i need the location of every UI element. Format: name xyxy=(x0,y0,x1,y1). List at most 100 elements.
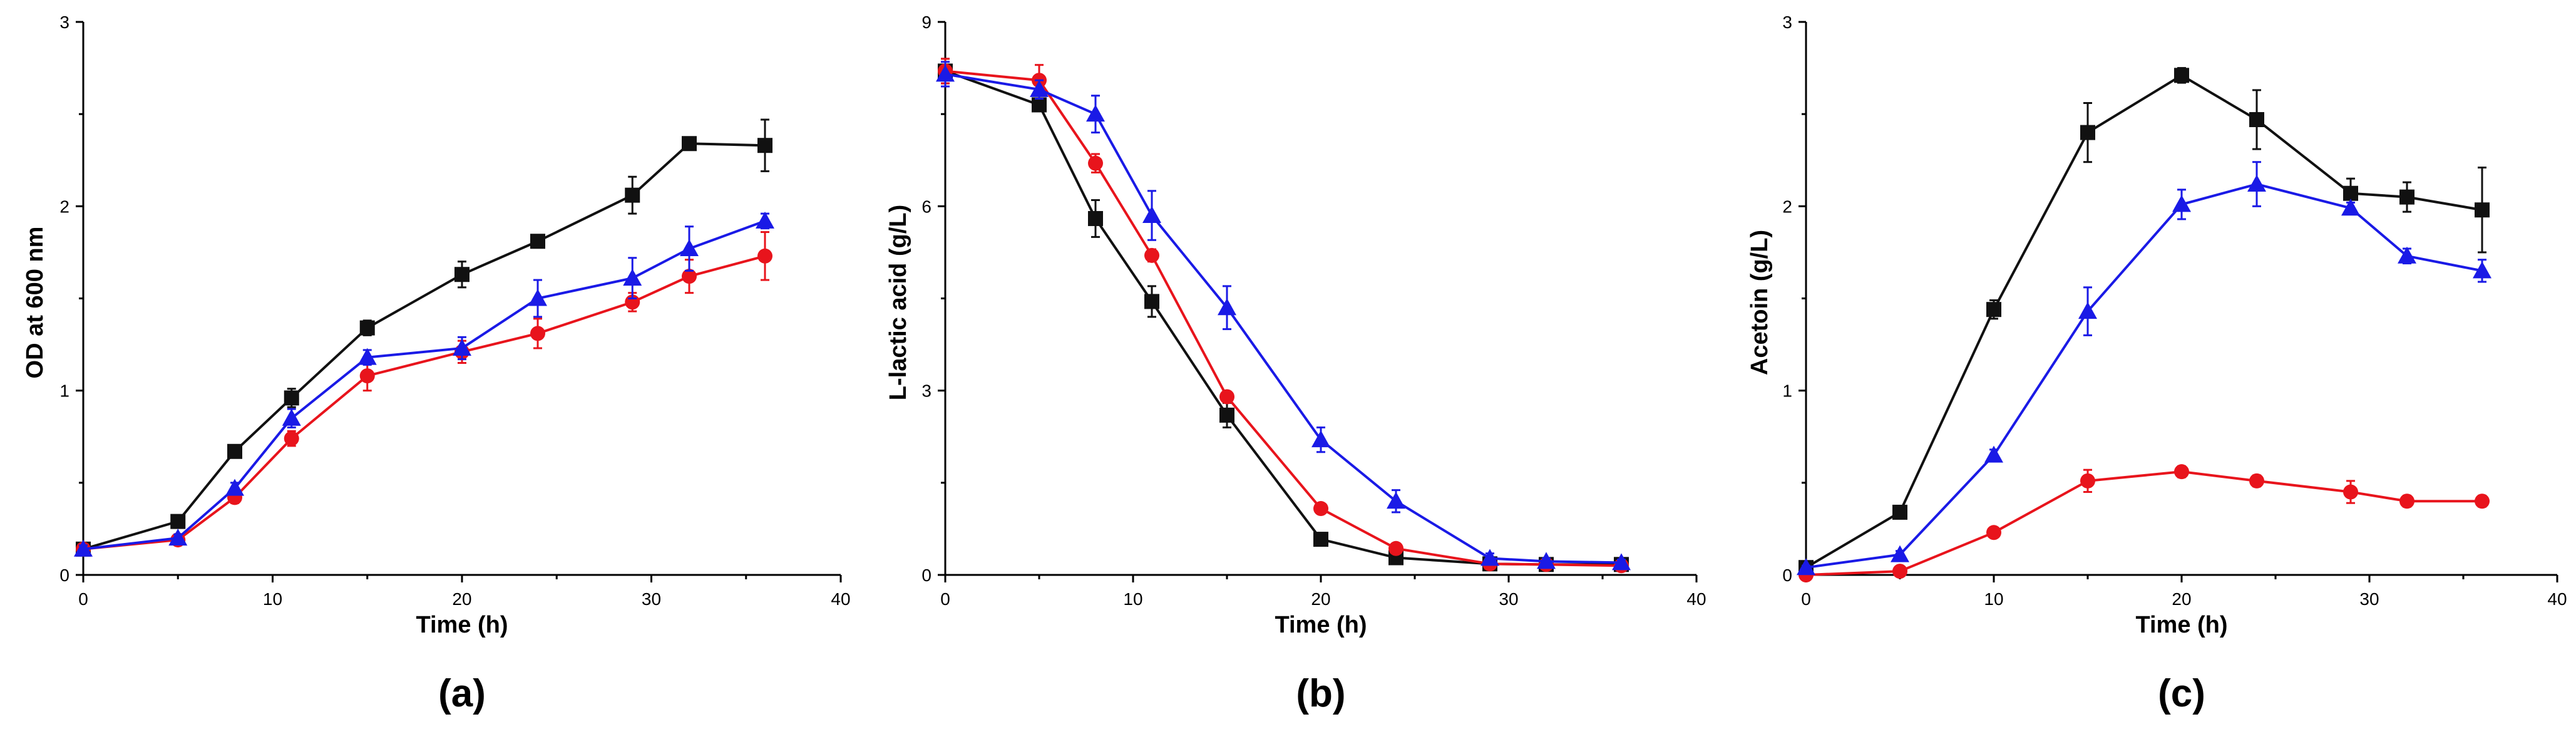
series-line-red xyxy=(945,70,1622,567)
panel-c-series-blue xyxy=(1797,161,2491,576)
panel-a-y-tick-label: 3 xyxy=(59,13,69,32)
panel-c-x-tick-label: 30 xyxy=(2359,589,2379,609)
data-point-blue-triangle xyxy=(168,529,188,546)
panel-b-x-tick-label: 10 xyxy=(1123,589,1142,609)
data-point-blue-triangle xyxy=(680,239,699,257)
data-point-black-square xyxy=(1892,504,1907,520)
series-line-blue xyxy=(945,73,1622,564)
panel-b-x-tick-label: 20 xyxy=(1311,589,1330,609)
data-point-blue-triangle xyxy=(1086,105,1105,122)
panel-c-x-tick-label: 20 xyxy=(2172,589,2191,609)
panel-b-y-tick-label: 6 xyxy=(921,197,931,216)
data-point-black-square xyxy=(170,514,186,529)
data-point-blue-triangle xyxy=(528,289,547,306)
data-point-black-square xyxy=(682,136,697,152)
panel-a-label: (a) xyxy=(438,672,486,715)
data-point-blue-triangle xyxy=(453,338,471,356)
data-point-blue-triangle xyxy=(1891,545,1909,562)
data-point-black-square xyxy=(1219,407,1234,423)
data-point-black-square xyxy=(454,267,470,282)
panel-a-x-axis-title: Time (h) xyxy=(416,612,508,638)
panel-b-x-tick-label: 40 xyxy=(1686,589,1706,609)
panel-c-label: (c) xyxy=(2158,672,2205,715)
data-point-red-circle xyxy=(1313,501,1328,517)
panel-b-series-red xyxy=(938,58,1629,574)
series-line-black xyxy=(1805,74,2483,569)
data-point-blue-triangle xyxy=(1480,549,1499,566)
data-point-blue-triangle xyxy=(2473,261,2491,279)
panel-a-x-tick-label: 40 xyxy=(831,589,850,609)
panel-b-series-black xyxy=(938,58,1629,572)
data-point-red-circle xyxy=(1986,525,2001,540)
data-point-red-circle xyxy=(682,269,697,284)
data-point-blue-triangle xyxy=(2398,246,2416,264)
data-point-black-square xyxy=(2475,202,2490,218)
panel-b-label: (b) xyxy=(1296,672,1345,715)
panel-c-y-tick-label: 2 xyxy=(1782,197,1792,216)
panel-a-y-axis-title: OD at 600 nm xyxy=(22,227,48,379)
data-point-black-square xyxy=(2249,111,2264,127)
panel-b-x-tick-label: 30 xyxy=(1499,589,1518,609)
panel-b-y-tick-label: 9 xyxy=(921,13,931,32)
panel-b-series-blue xyxy=(936,61,1631,571)
data-point-red-circle xyxy=(1144,247,1159,263)
data-point-black-square xyxy=(2174,68,2189,83)
data-point-red-circle xyxy=(1219,389,1234,405)
panel-c-acetoin: Acetoin (g/L) Time (h) (c) 0 10 20 30 40 0 1 2 3 xyxy=(1747,13,2567,715)
data-point-blue-triangle xyxy=(1142,206,1161,224)
data-point-blue-triangle xyxy=(2172,195,2191,212)
data-point-red-circle xyxy=(2343,484,2358,500)
data-point-black-square xyxy=(284,390,299,406)
data-point-blue-triangle xyxy=(1984,445,2003,463)
panel-b-y-tick-label: 0 xyxy=(921,566,931,585)
series-line-blue xyxy=(83,220,766,550)
data-point-black-square xyxy=(1144,294,1159,309)
data-point-black-square xyxy=(2399,189,2414,205)
panel-c-x-axis-title: Time (h) xyxy=(2135,612,2227,638)
data-point-red-circle xyxy=(1388,540,1403,556)
data-point-red-circle xyxy=(530,326,545,341)
data-point-black-square xyxy=(625,187,640,203)
panel-a-x-tick-label: 10 xyxy=(263,589,282,609)
data-point-blue-triangle xyxy=(1387,492,1405,509)
panel-a-y-tick-label: 0 xyxy=(59,566,69,585)
data-point-blue-triangle xyxy=(2247,175,2266,192)
data-point-blue-triangle xyxy=(357,348,377,365)
data-point-black-square xyxy=(2343,185,2358,201)
data-point-blue-triangle xyxy=(1797,558,1815,576)
panel-a-series-blue xyxy=(74,211,774,557)
data-point-blue-triangle xyxy=(74,539,93,557)
data-point-blue-triangle xyxy=(936,65,955,82)
panel-c-y-tick-label: 3 xyxy=(1782,13,1792,32)
data-point-red-circle xyxy=(1892,564,1907,579)
data-point-black-square xyxy=(530,234,545,249)
data-point-black-square xyxy=(1986,302,2001,318)
series-line-black xyxy=(945,70,1621,566)
data-point-blue-triangle xyxy=(1218,298,1236,316)
data-point-black-square xyxy=(2080,125,2095,140)
data-point-red-circle xyxy=(2249,473,2264,488)
panel-a-x-tick-label: 0 xyxy=(78,589,88,609)
data-point-blue-triangle xyxy=(2078,302,2097,319)
series-line-black xyxy=(83,142,766,550)
data-point-blue-triangle xyxy=(623,269,642,286)
panel-c-x-tick-label: 40 xyxy=(2547,589,2567,609)
data-point-blue-triangle xyxy=(756,211,774,229)
data-point-red-circle xyxy=(2174,464,2189,480)
data-point-black-square xyxy=(1032,97,1047,113)
series-line-red xyxy=(83,254,766,550)
data-point-red-circle xyxy=(2399,494,2414,509)
panel-c-y-tick-label: 1 xyxy=(1782,381,1792,401)
data-point-red-circle xyxy=(359,368,375,384)
panel-a-y-tick-label: 1 xyxy=(59,381,69,401)
data-point-black-square xyxy=(1313,532,1328,547)
panel-c-x-tick-label: 10 xyxy=(1984,589,2003,609)
data-point-blue-triangle xyxy=(1537,552,1556,569)
panel-a-series-red xyxy=(76,231,772,557)
data-point-blue-triangle xyxy=(1030,80,1049,97)
panel-a-y-tick-label: 2 xyxy=(59,197,69,216)
data-point-black-square xyxy=(1088,210,1103,226)
panel-c-series-black xyxy=(1799,67,2490,576)
data-point-black-square xyxy=(227,443,242,459)
